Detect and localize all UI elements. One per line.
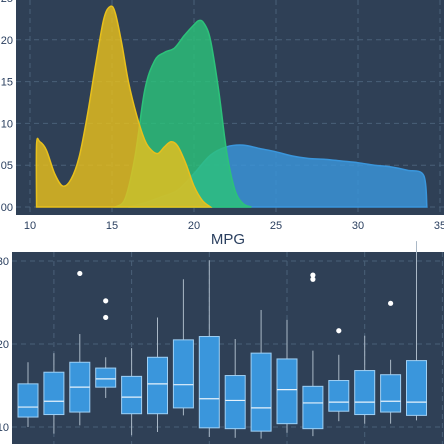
box-iqr: [95, 367, 117, 388]
density-y-tick-labels: 00 05 10 15 20 25: [1, 0, 13, 214]
box-iqr: [17, 383, 39, 418]
density-y-tick-label: 05: [1, 160, 13, 172]
density-x-tick-label: 15: [106, 220, 118, 232]
box-iqr: [380, 374, 402, 413]
box-iqr: [224, 375, 246, 430]
density-x-tick-label: 30: [352, 220, 364, 232]
density-y-tick-label: 25: [1, 0, 13, 5]
box-series-group: [17, 241, 427, 439]
density-chart: 10 15 20 25 30 35 00 05 10 15 20 25 MPG: [1, 0, 444, 248]
box-iqr: [147, 356, 168, 415]
box-outlier-point: [388, 300, 394, 306]
x-axis-title: MPG: [211, 231, 245, 248]
box-iqr: [276, 358, 298, 425]
density-x-tick-label: 25: [270, 220, 282, 232]
box-chart: 10 20 30: [0, 241, 444, 444]
box-iqr: [121, 375, 143, 415]
box-iqr: [406, 360, 427, 416]
box-iqr: [354, 370, 376, 416]
density-x-tick-label: 10: [24, 220, 36, 232]
box-iqr: [250, 352, 272, 432]
box-iqr: [172, 339, 194, 409]
box-outlier-point: [103, 298, 109, 304]
box-outlier-point: [310, 272, 316, 278]
box-outlier-point: [336, 328, 342, 334]
density-series-group: [35, 5, 428, 208]
density-y-tick-label: 15: [1, 77, 13, 89]
box-y-tick-labels: 10 20 30: [0, 256, 9, 434]
density-x-tick-label: 20: [188, 220, 200, 232]
box-iqr: [302, 385, 324, 430]
density-x-tick-label: 35: [434, 220, 444, 232]
box-iqr: [328, 380, 350, 412]
box-outlier-point: [103, 314, 109, 321]
box-iqr: [198, 336, 220, 429]
density-area: [35, 5, 213, 208]
density-y-tick-label: 10: [1, 118, 13, 130]
box-outlier-point: [77, 270, 83, 277]
density-y-tick-label: 20: [1, 35, 13, 47]
box-iqr: [43, 371, 65, 416]
box-y-tick-label: 10: [0, 422, 9, 434]
box-y-tick-label: 20: [0, 339, 9, 351]
density-x-tick-labels: 10 15 20 25 30 35: [24, 220, 444, 232]
density-y-tick-label: 00: [1, 202, 13, 214]
box-y-tick-label: 30: [0, 256, 9, 268]
box-outlier-point: [310, 276, 316, 282]
